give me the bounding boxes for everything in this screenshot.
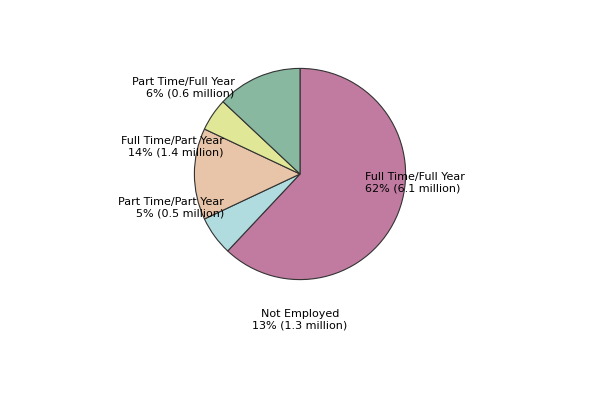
Wedge shape [205,174,300,251]
Text: Full Time/Full Year
62% (6.1 million): Full Time/Full Year 62% (6.1 million) [365,172,466,193]
Wedge shape [205,102,300,174]
Text: Not Employed
13% (1.3 million): Not Employed 13% (1.3 million) [253,309,347,331]
Text: Full Time/Part Year
14% (1.4 million): Full Time/Part Year 14% (1.4 million) [121,136,224,157]
Wedge shape [194,129,300,219]
Text: Part Time/Part Year
5% (0.5 million): Part Time/Part Year 5% (0.5 million) [118,197,224,218]
Wedge shape [223,68,300,174]
Text: Part Time/Full Year
6% (0.6 million): Part Time/Full Year 6% (0.6 million) [131,77,235,98]
Wedge shape [228,68,406,280]
